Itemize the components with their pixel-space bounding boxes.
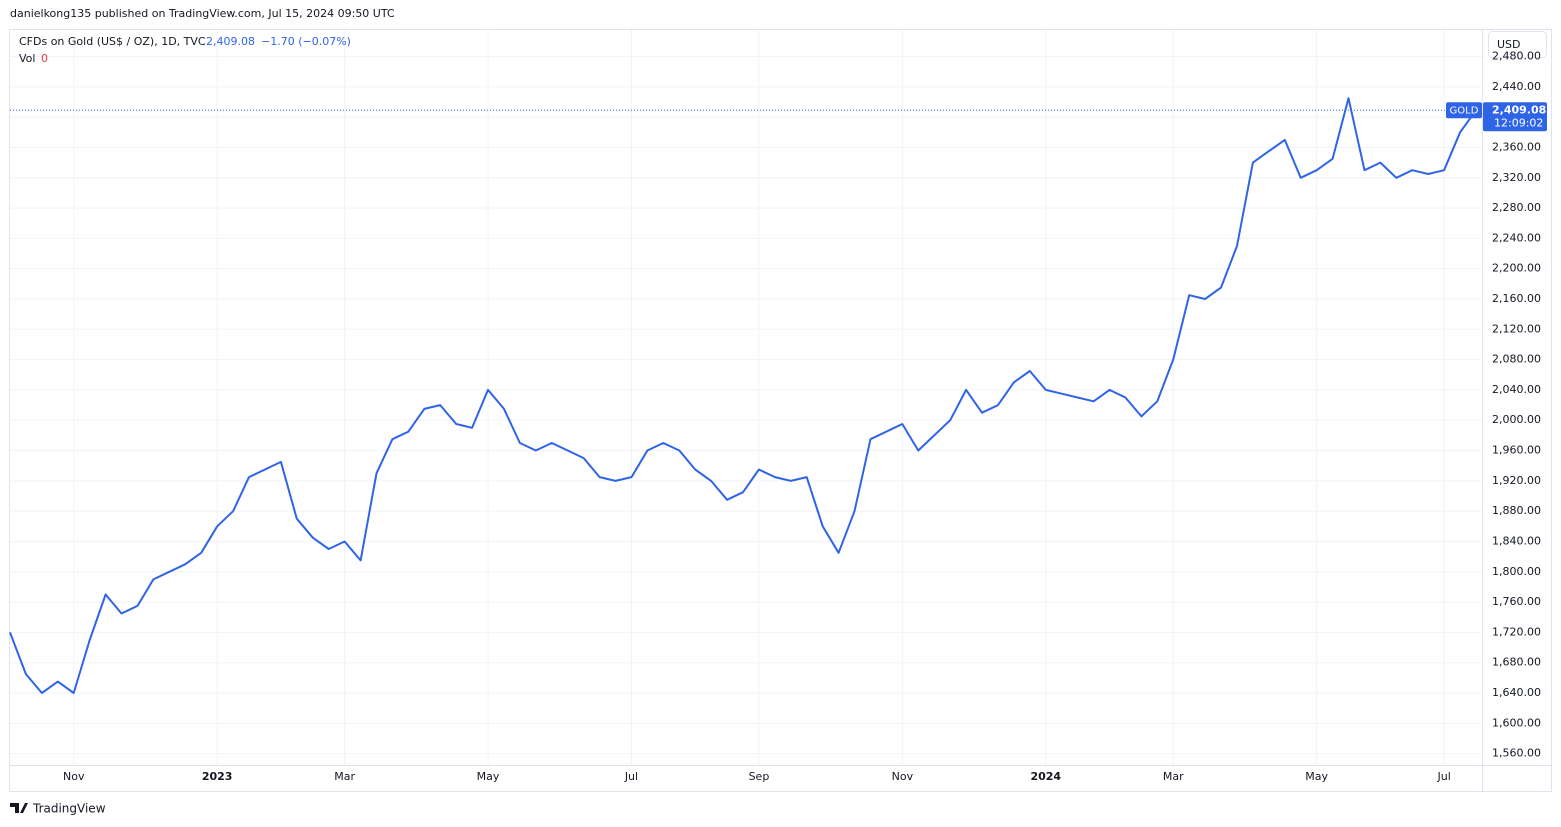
x-tick-label: Nov (892, 770, 914, 783)
x-tick-label: Mar (334, 770, 355, 783)
plot (9, 97, 1482, 694)
x-tick-label: Nov (63, 770, 85, 783)
x-tick-label: Jul (624, 770, 638, 783)
y-tick-label: 2,360.00 (1492, 140, 1541, 153)
volume-name: Vol (19, 52, 35, 65)
x-tick-label: Mar (1163, 770, 1184, 783)
y-tick-label: 2,280.00 (1492, 201, 1541, 214)
legend-price: 2,409.08 (206, 35, 255, 48)
grid (10, 30, 1482, 765)
y-tick-label: 1,680.00 (1492, 656, 1541, 669)
attribution: danielkong135 published on TradingView.c… (10, 7, 395, 20)
x-tick-label: Sep (749, 770, 770, 783)
y-tick-label: 2,440.00 (1492, 80, 1541, 93)
y-tick-label: 1,800.00 (1492, 565, 1541, 578)
currency-button[interactable] (1488, 31, 1547, 58)
x-tick-label: May (477, 770, 500, 783)
symbol-tag (1446, 102, 1482, 119)
y-tick-label: 2,480.00 (1492, 50, 1541, 63)
y-tick-label: 1,920.00 (1492, 474, 1541, 487)
volume-value: 0 (41, 52, 48, 65)
price-tag-label: 2,409.08 (1492, 103, 1546, 116)
y-tick-label: 2,040.00 (1492, 383, 1541, 396)
y-tick-label: 2,200.00 (1492, 262, 1541, 275)
y-tick-label: 1,880.00 (1492, 504, 1541, 517)
y-tick-label: 2,000.00 (1492, 413, 1541, 426)
brand-logo (10, 803, 28, 813)
y-tick-label: 2,320.00 (1492, 171, 1541, 184)
y-tick-label: 1,840.00 (1492, 534, 1541, 547)
y-tick-label: 2,160.00 (1492, 292, 1541, 305)
symbol-tag-label: GOLD (1450, 105, 1479, 116)
x-tick-label: 2023 (202, 770, 233, 783)
y-tick-label: 1,760.00 (1492, 595, 1541, 608)
x-tick-label: May (1305, 770, 1328, 783)
countdown: 12:09:02 (1494, 116, 1543, 129)
price-tag (1483, 102, 1547, 132)
y-tick-label: 1,640.00 (1492, 686, 1541, 699)
legend-title: CFDs on Gold (US$ / OZ), 1D, TVC (19, 35, 206, 48)
y-tick-label: 1,720.00 (1492, 625, 1541, 638)
price-line (9, 97, 1477, 694)
brand: TradingView (32, 802, 106, 816)
y-tick-label: 1,960.00 (1492, 444, 1541, 457)
y-tick-label: 2,120.00 (1492, 322, 1541, 335)
x-tick-label: Jul (1436, 770, 1450, 783)
x-tick-label: 2024 (1030, 770, 1061, 783)
legend-change: −1.70 (−0.07%) (261, 35, 351, 48)
y-tick-label: 1,560.00 (1492, 747, 1541, 760)
y-tick-label: 1,600.00 (1492, 716, 1541, 729)
currency[interactable]: USD (1497, 38, 1521, 51)
frame (9, 29, 1552, 792)
y-tick-label: 2,080.00 (1492, 353, 1541, 366)
y-tick-label: 2,240.00 (1492, 231, 1541, 244)
